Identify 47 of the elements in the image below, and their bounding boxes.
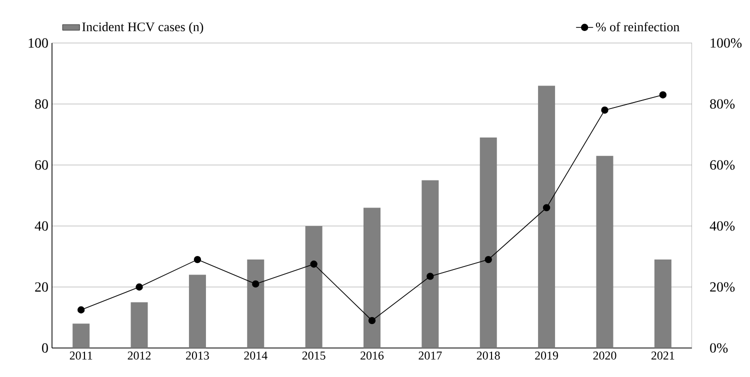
point xyxy=(194,256,202,264)
y2-tick-label: 80% xyxy=(710,99,735,109)
bar xyxy=(130,302,148,348)
x-tick-label: 2014 xyxy=(244,352,268,360)
x-tick-label: 2020 xyxy=(593,352,616,360)
bar xyxy=(538,86,556,348)
x-tick-label: 2019 xyxy=(535,352,558,360)
point xyxy=(77,306,85,314)
bar xyxy=(72,324,90,348)
x-tick-label: 2018 xyxy=(476,352,500,360)
y2-tick-label: 100% xyxy=(710,38,742,48)
bar xyxy=(305,226,322,348)
x-tick-label: 2013 xyxy=(186,352,209,360)
y-tick-label: 100 xyxy=(28,38,48,48)
y2-tick-label: 60% xyxy=(710,160,735,170)
point xyxy=(252,280,260,288)
x-tick-label: 2016 xyxy=(360,352,384,360)
y-tick-label: 40 xyxy=(34,221,48,231)
point xyxy=(484,256,492,264)
y-tick-label: 60 xyxy=(35,160,48,170)
bar xyxy=(480,138,497,348)
point xyxy=(368,316,376,324)
bar xyxy=(422,180,439,348)
bar xyxy=(247,260,264,348)
point xyxy=(659,91,667,98)
x-tick-label: 2017 xyxy=(418,352,442,360)
x-tick-label: 2015 xyxy=(302,352,326,360)
point xyxy=(136,283,143,291)
y-tick-label: 80 xyxy=(35,99,48,109)
y2-tick-label: 20% xyxy=(710,282,735,292)
bar xyxy=(654,260,672,348)
point xyxy=(426,272,434,280)
x-tick-label: 2021 xyxy=(651,352,674,360)
y-tick-label: 0 xyxy=(42,343,48,353)
point xyxy=(310,260,318,268)
x-tick-label: 2011 xyxy=(70,352,92,360)
y2-tick-label: 0% xyxy=(710,343,728,353)
x-tick-label: 2012 xyxy=(128,352,151,360)
bar xyxy=(596,156,614,348)
bar xyxy=(188,274,206,348)
point xyxy=(542,204,550,212)
bar xyxy=(364,208,381,348)
point xyxy=(601,106,608,114)
legend-label: Incident HCV cases (n) xyxy=(82,22,204,34)
y2-tick-label: 40% xyxy=(710,221,735,231)
legend-label: % of reinfection xyxy=(596,22,680,32)
y-tick-label: 20 xyxy=(35,282,48,292)
